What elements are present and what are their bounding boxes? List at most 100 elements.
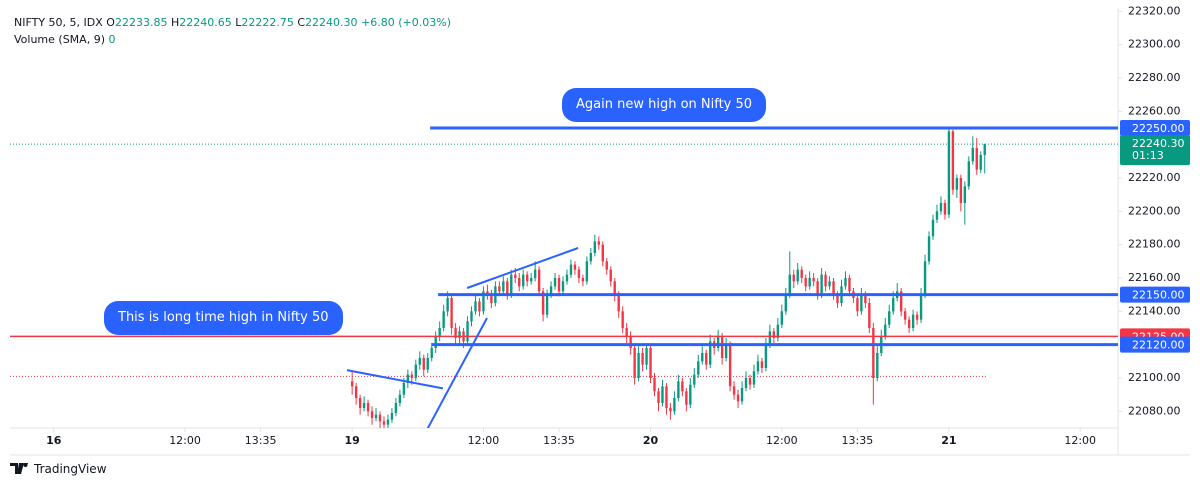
trendline (346, 369, 444, 390)
x-tick-label: 13:35 (245, 434, 277, 447)
y-tick-label: 22320.00 (1128, 4, 1181, 17)
x-tick-label: 12:00 (169, 434, 201, 447)
candle-body (502, 281, 505, 292)
candle-body (681, 381, 684, 392)
candle-body (868, 303, 871, 328)
x-tick-label: 13:35 (842, 434, 874, 447)
candle-body (848, 278, 851, 292)
candle-body (522, 274, 525, 287)
trendline (426, 317, 488, 428)
candle-body (486, 291, 489, 295)
candle-body (585, 261, 589, 282)
y-tick-label: 22140.00 (1128, 304, 1181, 317)
ohlc-key: L (235, 16, 242, 29)
candle-body (697, 361, 700, 375)
candle-body (748, 378, 752, 385)
price-label-box (1120, 286, 1190, 303)
candle-body (780, 311, 784, 325)
y-tick-label: 22100.00 (1128, 371, 1181, 384)
candle-body (641, 353, 644, 365)
candle-body (685, 391, 688, 405)
x-tick-label: 12:00 (766, 434, 798, 447)
candle-body (541, 291, 545, 315)
candle-body (410, 374, 414, 378)
candle-body (545, 294, 549, 315)
x-tick-label: 12:00 (468, 434, 500, 447)
candle-body (784, 294, 787, 312)
candle-body (716, 336, 720, 348)
candle-body (498, 286, 501, 292)
candle-body (919, 294, 923, 320)
candle-body (776, 324, 780, 338)
candle-body (645, 348, 648, 365)
candle-body (446, 298, 449, 312)
candle-body (951, 131, 955, 190)
candle-body (963, 186, 967, 203)
y-tick-label: 22300.00 (1128, 38, 1181, 51)
candle-body (903, 311, 907, 320)
candle-body (569, 264, 573, 275)
candle-body (382, 421, 386, 425)
candle-body (792, 274, 795, 282)
candle-body (816, 281, 819, 295)
x-tick-label: 21 (941, 434, 956, 447)
candle-body (450, 298, 453, 328)
candle-body (720, 336, 724, 358)
last-price-box (1120, 135, 1190, 166)
candle-body (828, 281, 831, 287)
candle-body (915, 314, 919, 320)
candle-body (557, 278, 561, 292)
candle-body (418, 358, 421, 365)
candle-body (490, 294, 493, 303)
volume-value: 0 (108, 33, 116, 46)
candle-body (768, 331, 772, 345)
candle-body (613, 281, 616, 295)
candle-body (955, 178, 959, 190)
y-tick-label: 22260.00 (1128, 104, 1181, 117)
candle-body (665, 386, 668, 408)
candle-body (756, 361, 760, 372)
price-label: 22250.00 (1132, 122, 1185, 135)
candle-body (979, 154, 982, 170)
ohlc-key: C (297, 16, 306, 29)
y-tick-label: 22220.00 (1128, 171, 1181, 184)
candle-body (633, 348, 636, 378)
candle-body (657, 391, 660, 403)
ohlc-key: O (106, 16, 115, 29)
candle-body (772, 331, 776, 338)
candle-body (673, 398, 676, 412)
candle-body (386, 419, 390, 425)
change: +6.80 (+0.03%) (361, 16, 452, 29)
candle-body (836, 294, 839, 303)
plot-area (10, 126, 1118, 428)
candle-body (398, 394, 402, 403)
candle-body (438, 328, 441, 337)
candle-body (701, 353, 704, 362)
candle-body (537, 269, 541, 292)
candle-body (732, 386, 736, 395)
candle-body (478, 301, 481, 312)
candle-body (402, 383, 406, 395)
candle-body (510, 274, 513, 295)
candle-body (577, 269, 581, 278)
candle-body (601, 244, 604, 262)
candle-body (442, 311, 445, 328)
x-tick-label: 19 (344, 434, 359, 447)
candle-body (760, 361, 764, 368)
candle-body (605, 261, 608, 270)
candle-body (394, 403, 398, 413)
price-label-box (1120, 336, 1190, 353)
candle-body (724, 344, 728, 358)
candle-body (362, 403, 366, 408)
candle-body (470, 311, 473, 322)
candle-body (354, 386, 358, 398)
candle-body (434, 336, 437, 348)
candle-body (899, 291, 903, 312)
candle-body (609, 269, 612, 282)
y-tick-label: 22180.00 (1128, 238, 1181, 251)
candle-body (358, 398, 362, 408)
candle-body (625, 328, 628, 337)
candle-body (907, 319, 911, 328)
candle-body (983, 144, 986, 155)
